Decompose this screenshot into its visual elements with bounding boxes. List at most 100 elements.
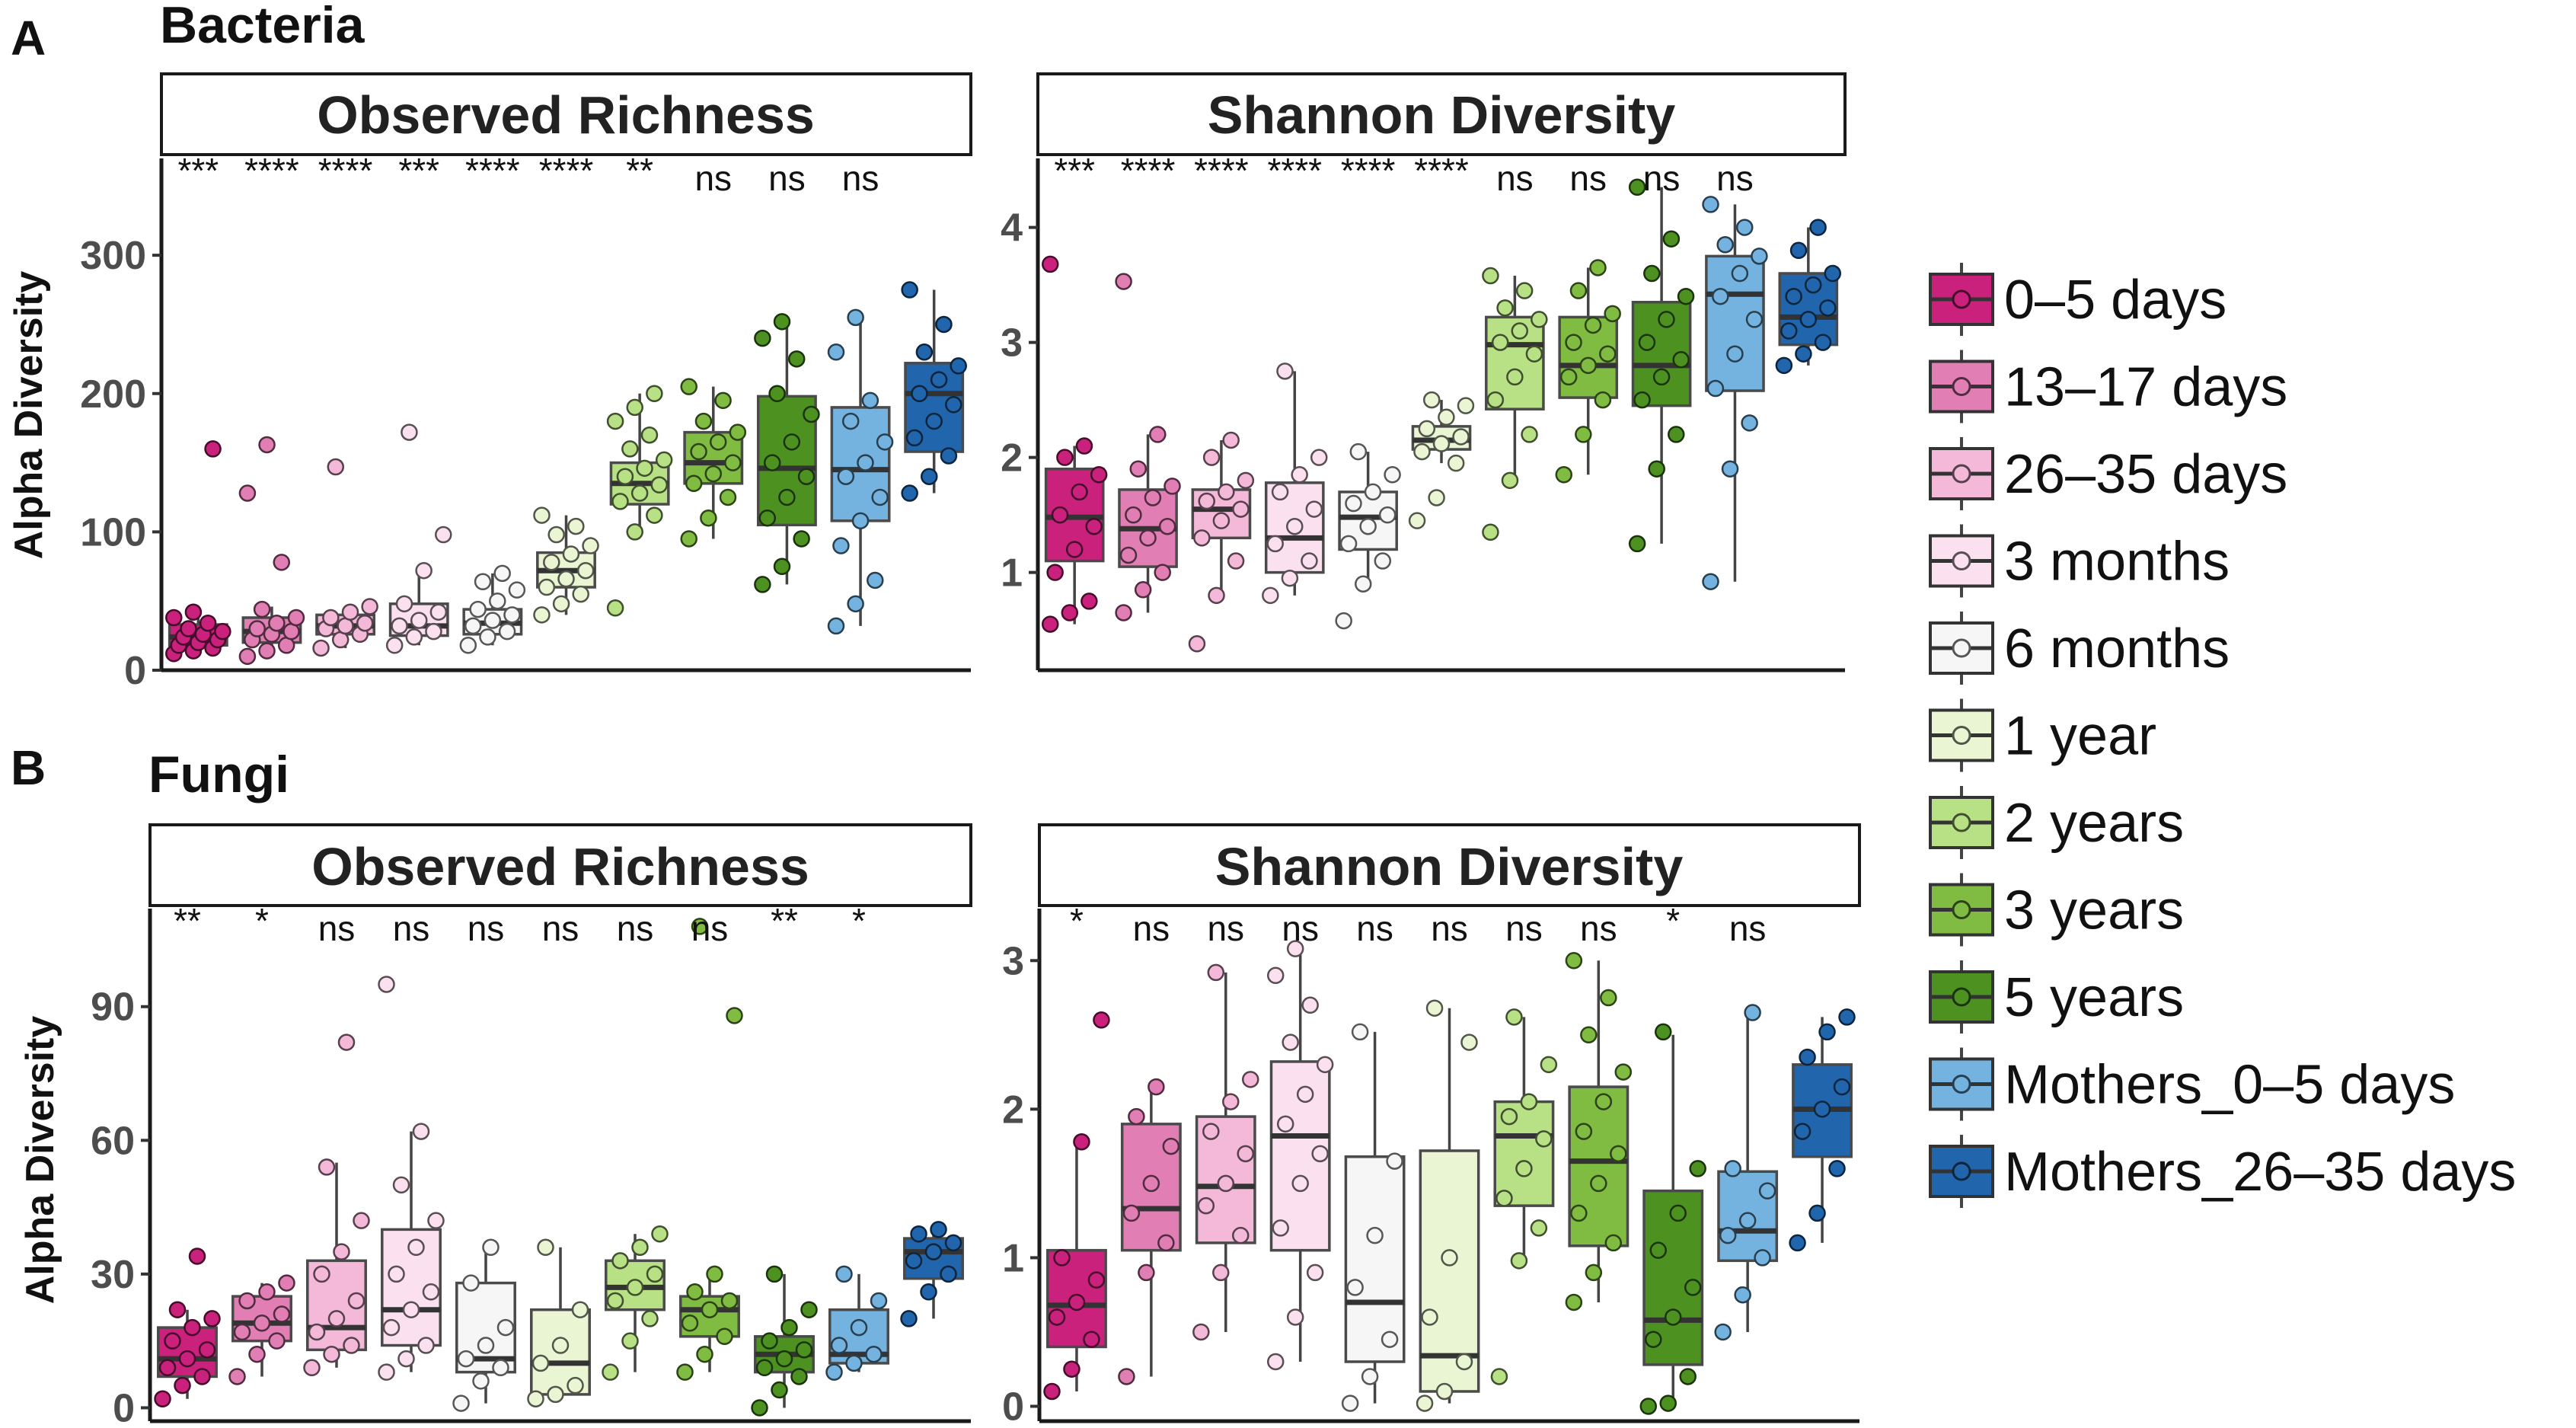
data-point xyxy=(797,468,816,485)
data-point xyxy=(910,1225,927,1243)
data-point xyxy=(198,1341,216,1359)
data-point xyxy=(1460,1033,1478,1051)
data-point xyxy=(1374,552,1392,570)
significance-label: **** xyxy=(539,151,594,190)
legend-key-point xyxy=(1952,726,1971,745)
box-group-3 xyxy=(1188,431,1255,653)
data-point xyxy=(1065,541,1084,558)
legend-label: 6 months xyxy=(2004,618,2230,679)
data-point xyxy=(1162,1137,1180,1155)
data-point xyxy=(686,1283,704,1301)
facet-title: Observed Richness xyxy=(317,85,815,145)
legend-key-point xyxy=(1952,551,1971,570)
data-point xyxy=(754,576,771,593)
data-point xyxy=(533,506,551,524)
data-point xyxy=(1282,1033,1299,1051)
data-point xyxy=(323,1345,340,1363)
data-point xyxy=(626,1279,644,1296)
box-group-2 xyxy=(1118,1078,1182,1385)
significance-label: ns xyxy=(1356,909,1393,948)
significance-label: ns xyxy=(542,909,579,948)
significance-label: **** xyxy=(1121,151,1176,190)
data-point xyxy=(1305,500,1323,518)
data-point xyxy=(1511,322,1529,340)
data-point xyxy=(1202,449,1221,466)
data-point xyxy=(472,1372,490,1390)
data-point xyxy=(1085,517,1103,535)
data-point xyxy=(1048,1308,1066,1326)
data-point xyxy=(1413,442,1431,461)
data-point xyxy=(1738,1212,1757,1229)
box-group-9 xyxy=(1639,1023,1706,1415)
data-point xyxy=(773,313,791,331)
box-group-11 xyxy=(1775,219,1842,375)
box-group-10 xyxy=(1714,1004,1779,1341)
data-point xyxy=(1359,517,1377,535)
data-point xyxy=(1056,449,1074,466)
strip-box xyxy=(160,72,972,156)
data-point xyxy=(680,530,697,548)
data-point xyxy=(547,1385,564,1404)
data-point xyxy=(482,1238,500,1257)
data-point xyxy=(1046,564,1064,581)
data-point xyxy=(459,637,477,654)
data-point xyxy=(1364,483,1382,501)
data-point xyxy=(258,1283,276,1301)
data-point xyxy=(1744,1004,1761,1021)
strip-box xyxy=(148,823,972,907)
data-point xyxy=(203,1310,221,1327)
legend-key-point xyxy=(1952,1161,1971,1181)
data-point xyxy=(1570,1204,1588,1222)
data-point xyxy=(1208,586,1225,605)
data-point xyxy=(1212,512,1231,529)
box-group-11 xyxy=(901,281,967,502)
data-point xyxy=(1741,414,1758,432)
data-point xyxy=(1339,535,1358,553)
data-point xyxy=(1422,391,1441,409)
data-point xyxy=(1758,1182,1776,1200)
data-point xyxy=(1452,428,1470,446)
y-axis-label-fungi: Alpha Diversity xyxy=(18,1016,62,1305)
data-point xyxy=(1276,1115,1294,1133)
data-point xyxy=(1262,586,1279,605)
y-tick-label: 2 xyxy=(1002,1088,1024,1132)
data-point xyxy=(1281,569,1299,587)
data-point xyxy=(238,647,257,666)
data-point xyxy=(572,585,589,603)
data-point xyxy=(1652,368,1671,386)
data-point xyxy=(1090,466,1108,484)
data-point xyxy=(1148,1078,1165,1096)
data-point xyxy=(924,1243,943,1260)
data-point xyxy=(1286,517,1304,535)
data-point xyxy=(1658,311,1675,328)
data-point xyxy=(830,1337,848,1354)
data-point xyxy=(1575,426,1592,443)
data-point xyxy=(322,609,340,627)
data-point xyxy=(1780,322,1798,340)
data-point xyxy=(1063,1360,1081,1378)
data-point xyxy=(640,426,659,444)
data-point xyxy=(646,506,663,524)
data-point xyxy=(790,1368,808,1385)
data-point xyxy=(341,603,359,621)
data-point xyxy=(1301,552,1318,570)
section-title-bacteria: Bacteria xyxy=(160,0,365,54)
data-point xyxy=(1496,299,1514,317)
data-point xyxy=(768,385,786,403)
data-point xyxy=(1628,178,1646,196)
data-point xyxy=(602,1363,619,1381)
significance-label: **** xyxy=(244,151,299,190)
data-point xyxy=(337,1033,356,1051)
significance-label: *** xyxy=(177,151,219,190)
data-point xyxy=(685,474,703,493)
data-point xyxy=(1222,431,1240,449)
data-point xyxy=(1600,989,1617,1007)
data-point xyxy=(417,1337,435,1354)
data-point xyxy=(1093,1011,1110,1029)
legend-key-point xyxy=(1952,987,1971,1007)
data-point xyxy=(1432,435,1451,452)
data-point xyxy=(1795,345,1812,363)
box-group-1 xyxy=(1043,1011,1110,1401)
